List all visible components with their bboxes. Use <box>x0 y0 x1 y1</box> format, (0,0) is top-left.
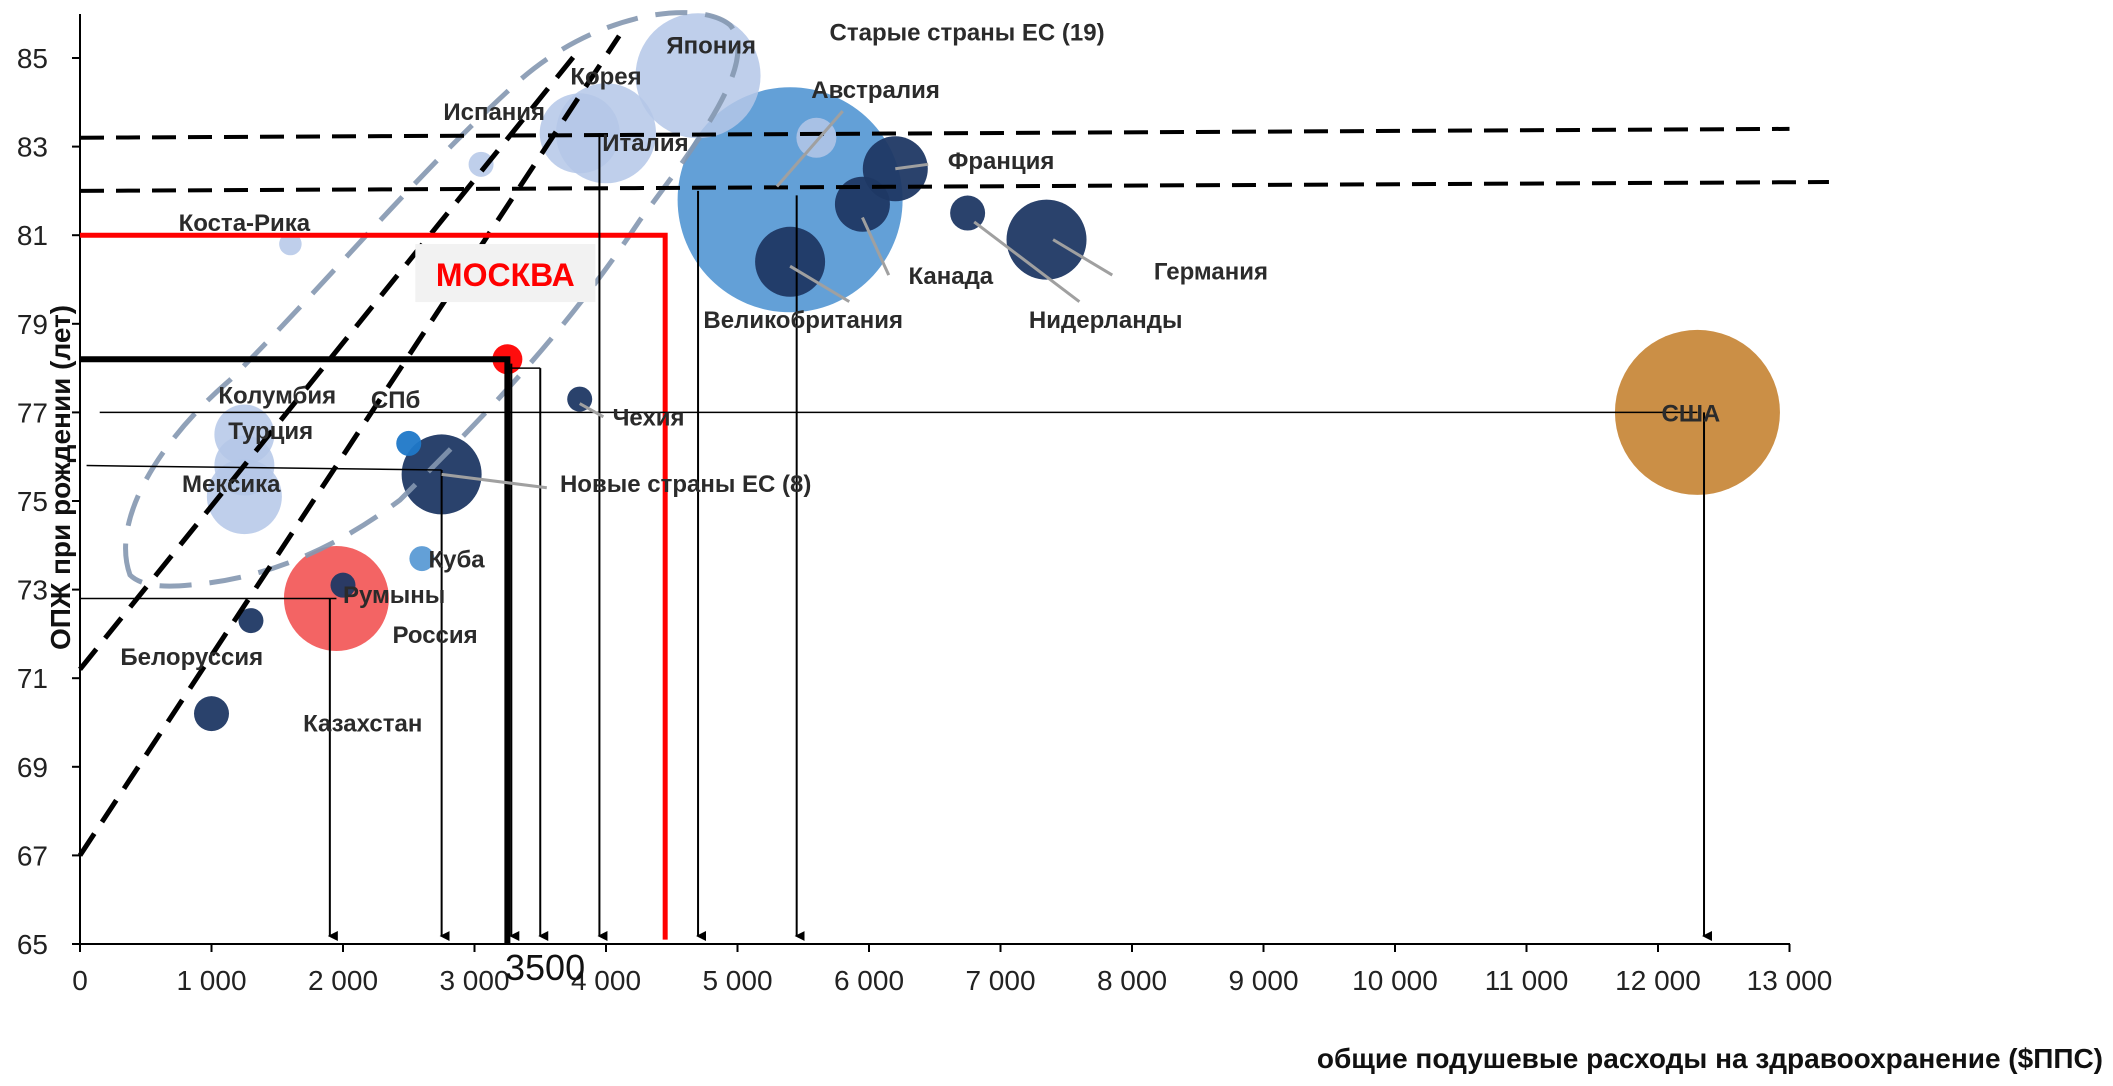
label-Коста-Рика: Коста-Рика <box>179 210 311 237</box>
x-tick-label: 2 000 <box>308 965 378 996</box>
label-Куба: Куба <box>428 546 485 573</box>
label-Корея: Корея <box>570 64 641 91</box>
diagonal-dashed-2 <box>78 47 582 671</box>
x-tick-label: 0 <box>72 965 88 996</box>
x-tick-label: 12 000 <box>1615 965 1701 996</box>
label-Румыны: Румыны <box>343 582 445 609</box>
leader-line <box>789 264 851 303</box>
x-tick-label: 7 000 <box>965 965 1035 996</box>
bubble-Германия <box>1006 199 1087 280</box>
label-Германия: Германия <box>1154 259 1268 286</box>
bubble-Казахстан <box>194 696 229 732</box>
label-Казахстан: Казахстан <box>303 710 422 737</box>
bubble-layer <box>194 13 1780 732</box>
leader-line <box>441 472 548 490</box>
label-Мексика: Мексика <box>182 471 281 498</box>
leader-line <box>895 162 929 171</box>
cluster-envelope-dashed <box>123 10 741 589</box>
label-Канада: Канада <box>908 263 993 290</box>
label-Испания: Испания <box>443 99 545 126</box>
label-Белоруссия: Белоруссия <box>120 644 263 671</box>
x-tick-label: 4 000 <box>571 965 641 996</box>
label-СПб: СПб <box>371 387 420 414</box>
bubble-СПб <box>396 430 422 456</box>
y-tick-label: 75 <box>17 486 48 517</box>
label-Великобритания: Великобритания <box>703 307 903 334</box>
x-axis-title: общие подушевые расходы на здравоохранен… <box>1317 1043 2103 1074</box>
label-МОСКВА: МОСКВА <box>436 257 575 293</box>
label-Япония: Япония <box>666 33 756 60</box>
black-frame-moscow <box>80 356 511 944</box>
label-Нидерланды: Нидерланды <box>1029 307 1183 334</box>
x-tick-label: 8 000 <box>1097 965 1167 996</box>
leader-line <box>1052 238 1114 277</box>
leader-line <box>973 220 1081 303</box>
guide-layer <box>77 10 1829 944</box>
label-Турция: Турция <box>228 418 313 445</box>
label-Франция: Франция <box>948 148 1055 175</box>
bubble-Канада <box>834 176 890 232</box>
x-tick-label: 9 000 <box>1228 965 1298 996</box>
label-Чехия: Чехия <box>613 405 685 432</box>
x-tick-label: 5 000 <box>702 965 772 996</box>
band-dashed-bottom <box>79 180 1829 193</box>
x-tick-label: 1 000 <box>176 965 246 996</box>
leader-line <box>775 110 844 188</box>
annotation-3500: 3500 <box>505 947 585 988</box>
y-tick-label: 85 <box>17 43 48 74</box>
y-tick-label: 81 <box>17 220 48 251</box>
band-dashed-top <box>79 126 1790 140</box>
leader-line <box>861 216 891 276</box>
x-tick-label: 13 000 <box>1747 965 1833 996</box>
x-tick-label: 11 000 <box>1485 965 1569 996</box>
bubble-Коста-Рика <box>279 232 302 256</box>
y-tick-label: 73 <box>17 575 48 606</box>
label-Австралия: Австралия <box>811 77 940 104</box>
leader-line <box>578 402 605 419</box>
y-tick-label: 71 <box>17 663 48 694</box>
bubble-Япония <box>635 13 761 139</box>
y-axis-title: ОПЖ при рождении (лет) <box>45 305 76 650</box>
tick-layer: 0 1 000 2 000 3 000 4 000 5 000 6 000 7 000 8 00… <box>17 43 1832 996</box>
x-tick-label: 6 000 <box>834 965 904 996</box>
y-tick-label: 65 <box>17 929 48 960</box>
y-tick-label: 69 <box>17 752 48 783</box>
bubble-Испания <box>468 151 494 177</box>
label-layer: Япония Корея Испания Италия Старые страны ЕС… <box>120 19 1720 737</box>
moscow-label-box <box>415 244 596 303</box>
bubble-Старые страны ЕС (19) <box>677 87 903 313</box>
red-frame <box>80 232 668 940</box>
line-new-eu <box>86 464 442 471</box>
bubble-Белоруссия <box>238 608 264 634</box>
label-Старые страны ЕС (19): Старые страны ЕС (19) <box>830 19 1105 46</box>
diagonal-dashed-1 <box>77 34 622 857</box>
label-Новые страны ЕС (8): Новые страны ЕС (8) <box>560 471 811 498</box>
label-Италия: Италия <box>602 130 688 157</box>
bubble-Румыны <box>330 572 356 598</box>
label-США: США <box>1661 400 1720 427</box>
y-tick-label: 67 <box>17 840 48 871</box>
label-Колумбия: Колумбия <box>218 383 336 410</box>
x-tick-label: 3 000 <box>439 965 509 996</box>
label-Россия: Россия <box>392 622 477 649</box>
y-tick-label: 83 <box>17 132 48 163</box>
y-tick-label: 77 <box>17 397 48 428</box>
x-tick-label: 10 000 <box>1352 965 1438 996</box>
bubble-Великобритания <box>755 226 826 297</box>
bubble-Куба <box>409 546 435 572</box>
y-tick-label: 79 <box>17 309 48 340</box>
